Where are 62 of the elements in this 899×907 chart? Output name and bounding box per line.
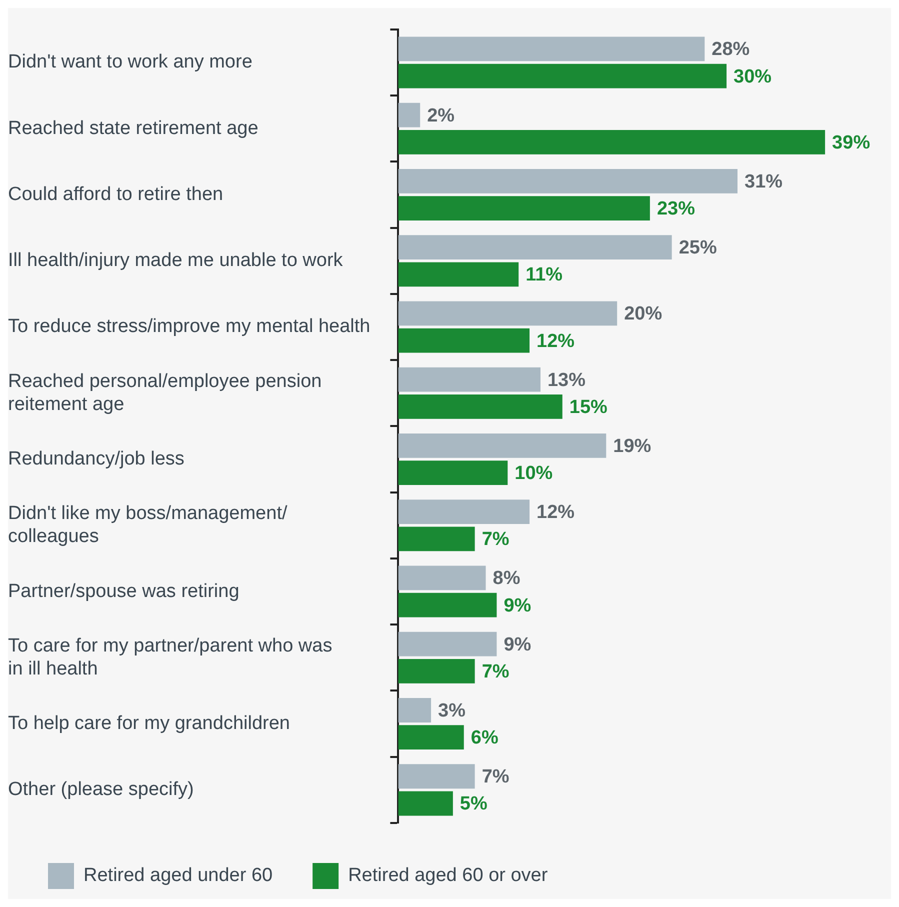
data-label: 25% bbox=[678, 238, 717, 259]
bar bbox=[398, 460, 508, 486]
data-label: 23% bbox=[656, 198, 696, 220]
bar bbox=[398, 394, 562, 419]
data-label: 9% bbox=[504, 595, 532, 616]
data-label: 20% bbox=[624, 304, 662, 325]
bar bbox=[398, 526, 475, 552]
y-tick-label: Didn't want to work any more bbox=[8, 52, 252, 73]
bar bbox=[398, 698, 432, 722]
bar bbox=[398, 64, 727, 88]
y-tick-label: Could afford to retire then bbox=[8, 184, 224, 205]
data-label: 31% bbox=[744, 171, 783, 192]
data-label: 5% bbox=[460, 794, 488, 815]
data-label: 11% bbox=[526, 264, 563, 286]
bar bbox=[398, 301, 618, 326]
data-label: 9% bbox=[504, 634, 532, 656]
data-label: 7% bbox=[482, 529, 510, 550]
data-label: 6% bbox=[470, 728, 498, 749]
data-label: 2% bbox=[427, 105, 455, 126]
bar bbox=[398, 791, 453, 816]
data-label: 10% bbox=[514, 463, 553, 484]
y-tick-label: Ill health/injury made me unable to work bbox=[8, 250, 344, 272]
bar bbox=[398, 434, 606, 458]
y-tick-label: To reduce stress/improve my mental health bbox=[8, 316, 370, 338]
bar bbox=[398, 328, 530, 353]
y-tick-label: Other (please specify) bbox=[8, 779, 194, 800]
bar bbox=[398, 592, 497, 618]
y-tick-label: Redundancy/job less bbox=[8, 448, 184, 470]
bar bbox=[398, 168, 738, 194]
y-tick-label: Partner/spouse was retiring bbox=[8, 580, 240, 602]
bar bbox=[398, 235, 672, 260]
bar bbox=[398, 36, 705, 62]
bar bbox=[398, 367, 540, 392]
y-tick-label: Reached personal/employee pension reitement age bbox=[8, 370, 322, 415]
bar bbox=[398, 632, 497, 656]
legend-label: Retired aged 60 or over bbox=[348, 865, 548, 886]
data-label: 8% bbox=[492, 568, 520, 590]
data-label: 19% bbox=[613, 436, 652, 457]
data-label: 7% bbox=[482, 661, 510, 682]
bar bbox=[398, 102, 420, 128]
legend-label: Retired aged under 60 bbox=[84, 865, 273, 886]
data-label: 12% bbox=[536, 502, 575, 524]
data-label: 15% bbox=[569, 396, 608, 418]
bar bbox=[398, 566, 486, 590]
y-tick-label: Reached state retirement age bbox=[8, 118, 258, 139]
data-label: 12% bbox=[536, 330, 575, 352]
bar bbox=[398, 130, 826, 154]
y-tick-label: To help care for my grandchildren bbox=[8, 713, 290, 734]
data-label: 39% bbox=[832, 132, 870, 154]
bar bbox=[398, 725, 464, 750]
bar bbox=[398, 659, 475, 684]
data-label: 28% bbox=[712, 39, 750, 60]
y-tick-label: To care for my partner/parent who was in ill health bbox=[8, 636, 332, 680]
bar bbox=[398, 500, 530, 524]
data-label: 3% bbox=[438, 700, 466, 722]
y-tick-label: Didn't like my boss/management/ colleagues bbox=[8, 503, 288, 548]
data-label: 7% bbox=[482, 766, 510, 788]
bar bbox=[398, 196, 650, 220]
data-label: 13% bbox=[547, 370, 586, 391]
data-label: 30% bbox=[734, 66, 772, 88]
bar bbox=[398, 262, 519, 287]
bar bbox=[398, 764, 475, 789]
